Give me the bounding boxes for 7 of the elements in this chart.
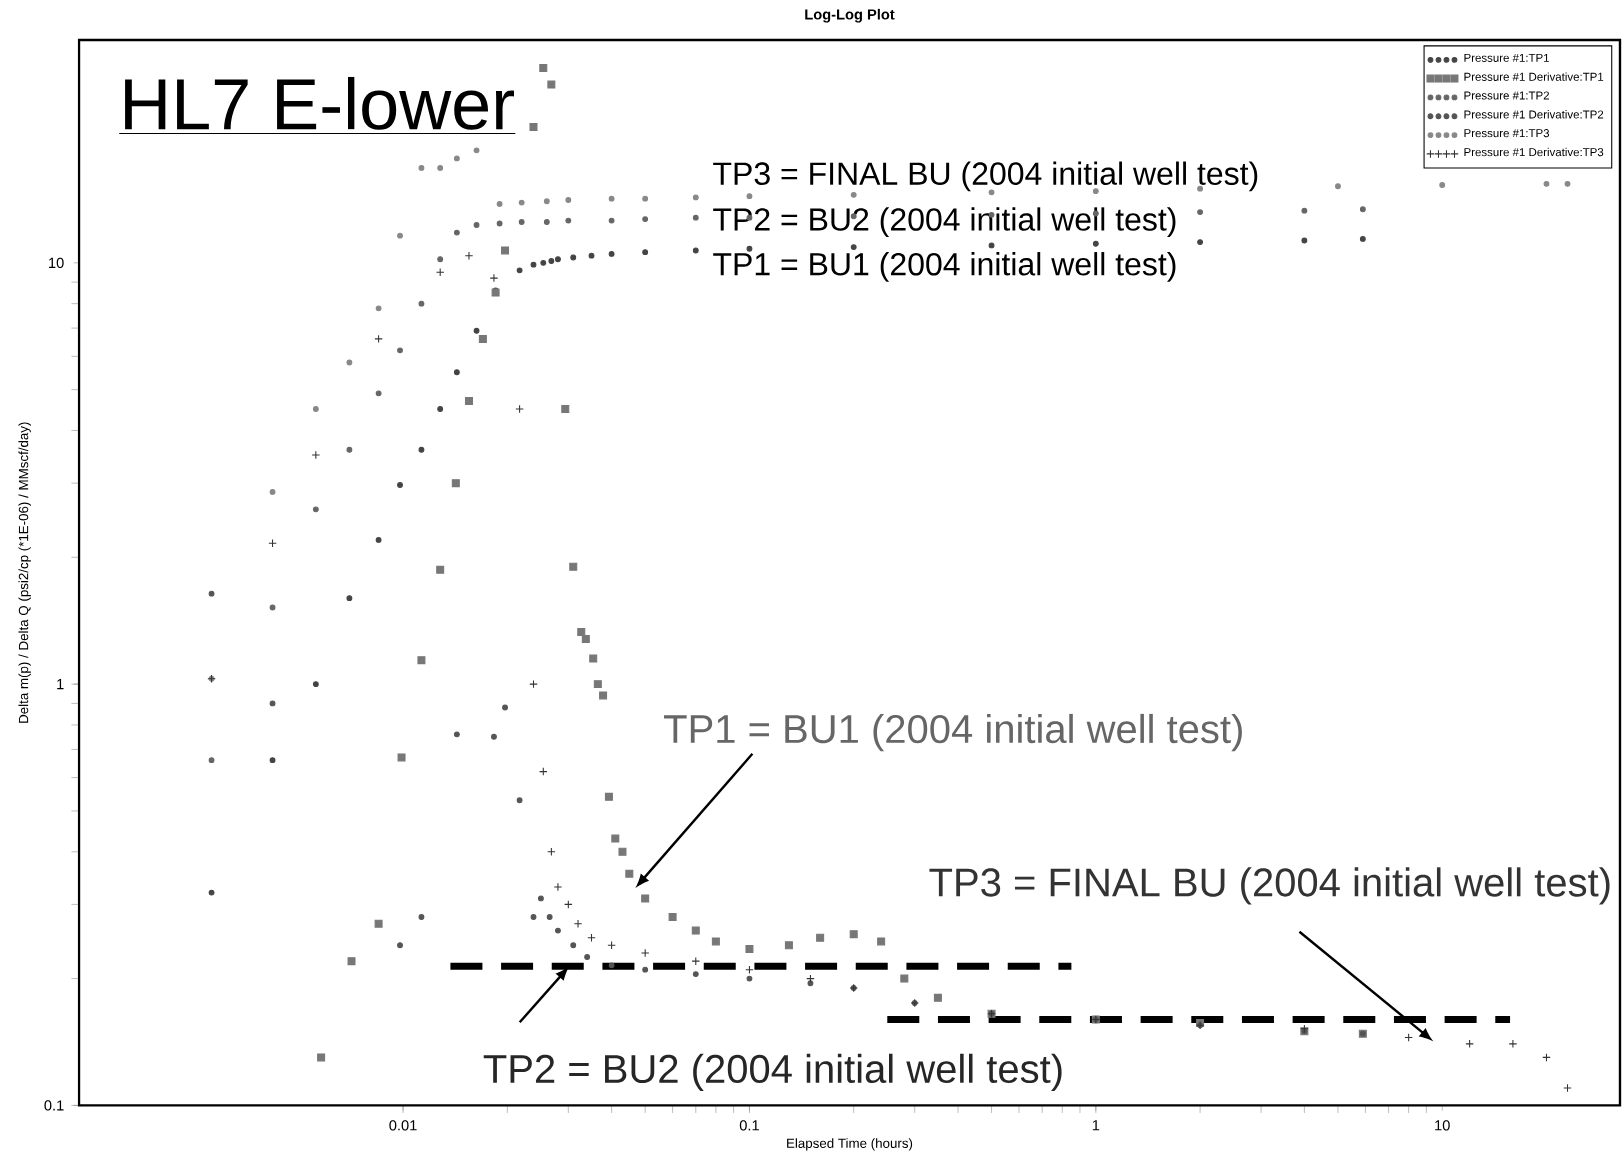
annotation: TP1 = BU1 (2004 initial well test) — [713, 252, 1176, 283]
annotation: TP3 = FINAL BU (2004 initial well test) — [929, 867, 1610, 905]
annotation: HL7 E-lower — [125, 77, 514, 131]
annotation: TP2 = BU2 (2004 initial well test) — [713, 207, 1176, 238]
annotation: TP3 = FINAL BU (2004 initial well test) — [713, 161, 1258, 192]
annotation: TP2 = BU2 (2004 initial well test) — [483, 1053, 1062, 1092]
annotation: TP1 = BU1 (2004 initial well test) — [664, 714, 1242, 752]
